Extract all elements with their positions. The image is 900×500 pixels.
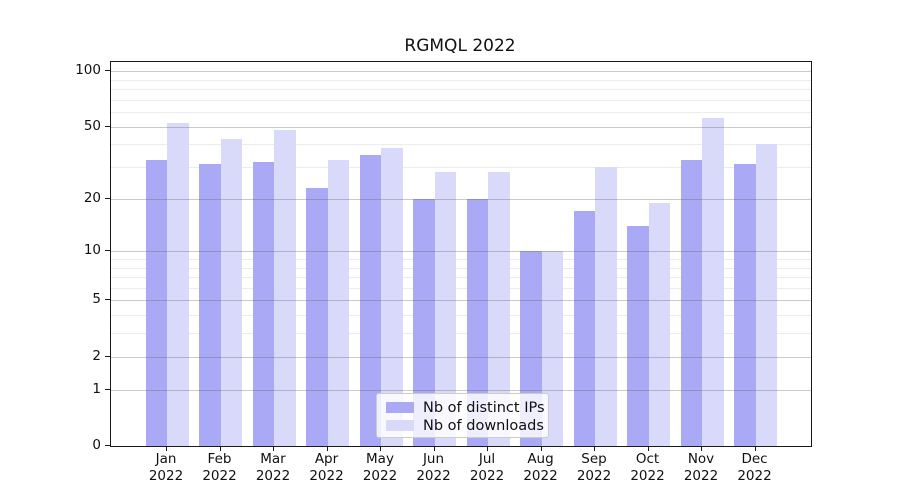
minor-gridline [111, 112, 811, 113]
x-tick-mark [754, 446, 756, 451]
bar-jan-downloads [167, 123, 189, 446]
x-tick-label: Jun 2022 [416, 451, 451, 484]
bars-layer [111, 62, 811, 446]
x-tick-mark [380, 446, 381, 451]
minor-gridlines [111, 62, 811, 446]
major-gridline [111, 126, 811, 128]
plot-area [110, 61, 812, 447]
bar-nov-ips [680, 159, 702, 446]
major-gridline [111, 300, 811, 302]
x-tick-mark [326, 446, 328, 451]
x-tick-label: Sep 2022 [576, 451, 612, 484]
y-tick-mark [105, 70, 110, 71]
bar-sep-ips [573, 211, 595, 446]
x-tick-mark [487, 446, 488, 451]
bar-feb-downloads [220, 138, 242, 446]
y-tick-label: 2 [92, 347, 101, 364]
x-tick-mark [701, 446, 702, 451]
bar-oct-downloads [648, 202, 670, 446]
bar-apr-ips [306, 187, 328, 446]
y-tick-label: 100 [75, 62, 101, 78]
major-gridline [111, 251, 811, 253]
y-tick-label: 20 [83, 189, 101, 206]
legend-label-downloads: Nb of downloads [423, 417, 544, 434]
minor-gridline [111, 88, 811, 90]
bar-feb-ips [199, 164, 221, 446]
legend-item-distinct-ips: Nb of distinct IPs [386, 399, 545, 416]
major-gridline [111, 198, 811, 200]
bar-jul-ips [466, 198, 488, 446]
x-tick-mark [219, 446, 221, 451]
bar-mar-downloads [274, 129, 296, 446]
y-tick-mark [105, 125, 110, 127]
bar-apr-downloads [327, 159, 349, 446]
x-tick-label: May 2022 [362, 451, 398, 484]
x-tick-mark [273, 446, 274, 451]
major-gridline [111, 356, 811, 358]
minor-gridline [111, 333, 811, 335]
bar-nov-downloads [702, 117, 724, 446]
x-tick-label: Jan 2022 [148, 451, 184, 484]
bar-sep-downloads [595, 167, 617, 446]
minor-gridline [111, 99, 811, 101]
y-tick-label: 0 [92, 437, 101, 453]
legend: Nb of distinct IPs Nb of downloads [376, 393, 549, 438]
x-tick-label: Nov 2022 [683, 451, 719, 484]
y-tick-mark [105, 197, 110, 199]
x-tick-mark [166, 446, 167, 451]
chart-title: RGMQL 2022 [404, 36, 516, 56]
minor-gridline [111, 79, 811, 81]
x-tick-label: Aug 2022 [523, 451, 558, 484]
bar-jul-downloads [488, 172, 510, 446]
y-tick-label: 1 [92, 380, 101, 397]
y-tick-mark [105, 250, 110, 252]
x-tick-mark [647, 446, 649, 451]
legend-swatch-distinct-ips [386, 402, 414, 413]
x-tick-label: Jul 2022 [469, 451, 505, 484]
legend-item-downloads: Nb of downloads [386, 417, 544, 434]
major-gridline [111, 71, 811, 72]
y-tick-label: 50 [83, 117, 101, 134]
x-tick-label: Mar 2022 [255, 451, 291, 484]
legend-swatch-downloads [386, 420, 414, 431]
x-tick-label: Apr 2022 [309, 451, 344, 484]
major-gridline [111, 389, 811, 391]
minor-gridline [111, 144, 811, 146]
bar-may-ips [359, 154, 381, 446]
minor-gridline [111, 315, 811, 317]
x-tick-mark [433, 446, 435, 451]
minor-gridline [111, 167, 811, 168]
minor-gridline [111, 277, 811, 278]
bar-dec-downloads [755, 144, 777, 446]
y-tick-mark [105, 388, 110, 390]
x-tick-mark [540, 446, 542, 451]
y-tick-mark [105, 445, 110, 446]
y-tick-label: 5 [92, 291, 101, 308]
x-tick-label: Feb 2022 [202, 451, 237, 484]
legend-label-distinct-ips: Nb of distinct IPs [423, 399, 545, 416]
major-gridlines [111, 62, 811, 446]
y-tick-mark [105, 299, 110, 301]
bar-dec-ips [734, 164, 756, 446]
x-tick-label: Dec 2022 [737, 451, 772, 484]
bar-mar-ips [252, 161, 274, 446]
y-tick-label: 10 [83, 242, 101, 259]
x-tick-label: Oct 2022 [630, 451, 665, 484]
y-tick-mark [105, 355, 110, 357]
bar-jun-ips [413, 198, 435, 446]
bar-jun-downloads [434, 172, 456, 446]
bar-jan-ips [145, 159, 167, 446]
minor-gridline [111, 267, 811, 269]
x-tick-mark [594, 446, 595, 451]
minor-gridline [111, 258, 811, 260]
bar-may-downloads [381, 148, 403, 446]
minor-gridline [111, 287, 811, 289]
bar-oct-ips [627, 226, 649, 446]
